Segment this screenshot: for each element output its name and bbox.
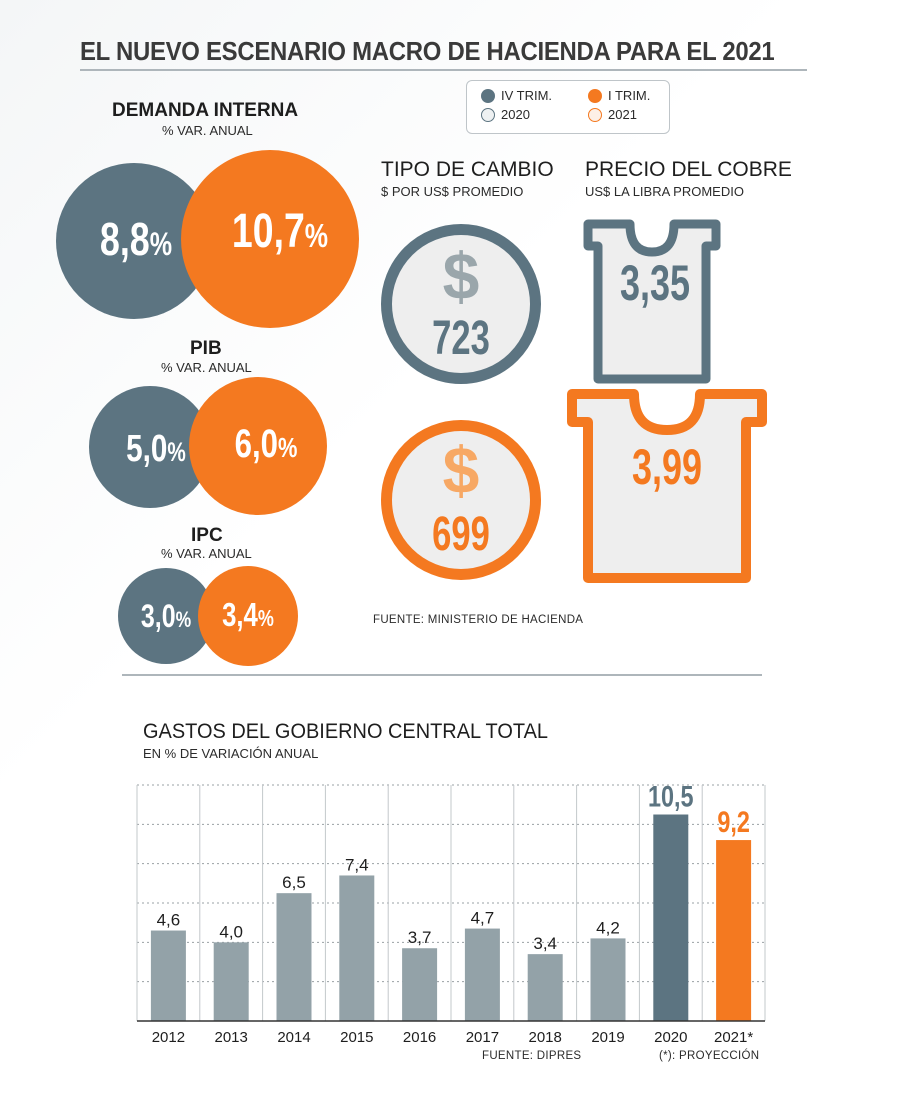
dollar-icon: $ (442, 433, 480, 507)
pib-subtitle: % VAR. ANUAL (161, 360, 252, 375)
coin-2021: $ 699 (381, 420, 541, 580)
demanda-title: DEMANDA INTERNA (112, 100, 299, 121)
bar-value-label: 7,4 (345, 855, 369, 874)
x-tick-label: 2017 (466, 1029, 499, 1046)
tipo-cambio-subtitle: $ POR US$ PROMEDIO (381, 184, 524, 199)
dollar-icon: $ (442, 239, 480, 313)
copper-cathode-icon (583, 219, 721, 384)
bar-value-label: 10,5 (648, 780, 694, 813)
bar-2015 (339, 875, 375, 1021)
bar-value-label: 6,5 (282, 873, 306, 892)
x-tick-label: 2015 (340, 1029, 373, 1046)
demanda-circle-2021 (181, 150, 359, 328)
chart-title: GASTOS DEL GOBIERNO CENTRAL TOTAL (143, 720, 549, 743)
coin-2020: $ 723 (381, 224, 541, 384)
bar-2013 (213, 942, 249, 1021)
x-tick-label: 2021* (714, 1029, 753, 1046)
bar-value-label: 4,2 (596, 918, 620, 937)
demanda-value-2021: 10,7% (231, 205, 329, 258)
legend-dot-iv-trim (481, 89, 495, 103)
pib-value-2021: 6,0% (234, 422, 298, 466)
x-tick-label: 2018 (529, 1029, 562, 1046)
cobre-subtitle: US$ LA LIBRA PROMEDIO (585, 184, 744, 199)
ipc-title: IPC (191, 525, 223, 546)
x-tick-label: 2012 (152, 1029, 185, 1046)
x-tick-label: 2013 (215, 1029, 248, 1046)
legend-dot-2020 (481, 108, 495, 122)
chart-subtitle: EN % DE VARIACIÓN ANUAL (143, 746, 319, 761)
demanda-subtitle: % VAR. ANUAL (162, 123, 253, 138)
projection-note: (*): PROYECCIÓN (659, 1050, 760, 1062)
title-divider (80, 69, 807, 71)
bar-value-label: 4,7 (471, 909, 495, 928)
copper-value-2021: 3,99 (631, 439, 703, 495)
bar-2021 (716, 840, 752, 1021)
bar-2012 (150, 930, 186, 1021)
ipc-value-2020: 3,0% (140, 598, 192, 634)
tipo-cambio-title: TIPO DE CAMBIO (381, 158, 554, 181)
bar-value-label: 3,7 (408, 928, 432, 947)
legend-label-i-trim: I TRIM. (608, 88, 651, 103)
bar-2014 (276, 893, 312, 1021)
bar-2020 (653, 814, 689, 1021)
copper-value-2020: 3,35 (619, 255, 691, 311)
pib-value-2020: 5,0% (126, 428, 186, 470)
legend-label-2021: 2021 (608, 107, 637, 122)
coin-value-2021: 699 (432, 508, 490, 561)
pib-title: PIB (190, 338, 222, 359)
legend: IV TRIM. 2020 I TRIM. 2021 (466, 80, 670, 134)
legend-label-iv-trim: IV TRIM. (501, 88, 553, 103)
x-tick-label: 2016 (403, 1029, 436, 1046)
ipc-subtitle: % VAR. ANUAL (161, 546, 252, 561)
legend-dot-2021 (588, 108, 602, 122)
bar-value-label: 9,2 (717, 805, 750, 838)
pib-circle-2021 (189, 377, 327, 515)
ipc-value-2021: 3,4% (222, 596, 274, 633)
x-tick-label: 2019 (591, 1029, 624, 1046)
bar-2016 (402, 948, 438, 1021)
demanda-value-2020: 8,8% (99, 213, 173, 265)
page-title: EL NUEVO ESCENARIO MACRO DE HACIENDA PAR… (80, 36, 775, 66)
bar-value-label: 4,0 (219, 922, 243, 941)
copper-cathode-icon (567, 389, 767, 583)
x-tick-label: 2014 (277, 1029, 310, 1046)
legend-dot-i-trim (588, 89, 602, 103)
source-hacienda: FUENTE: MINISTERIO DE HACIENDA (373, 614, 584, 626)
x-tick-label: 2020 (654, 1029, 687, 1046)
bar-value-label: 3,4 (533, 934, 557, 953)
source-dipres: FUENTE: DIPRES (482, 1050, 582, 1062)
bar-2018 (527, 954, 563, 1021)
bar-value-label: 4,6 (157, 911, 181, 930)
bar-2017 (464, 928, 500, 1021)
coin-value-2020: 723 (432, 312, 490, 365)
section-divider (122, 674, 762, 676)
cobre-title: PRECIO DEL COBRE (585, 158, 792, 181)
ipc-circle-2021 (198, 566, 298, 666)
bar-2019 (590, 938, 626, 1021)
legend-label-2020: 2020 (501, 107, 530, 122)
